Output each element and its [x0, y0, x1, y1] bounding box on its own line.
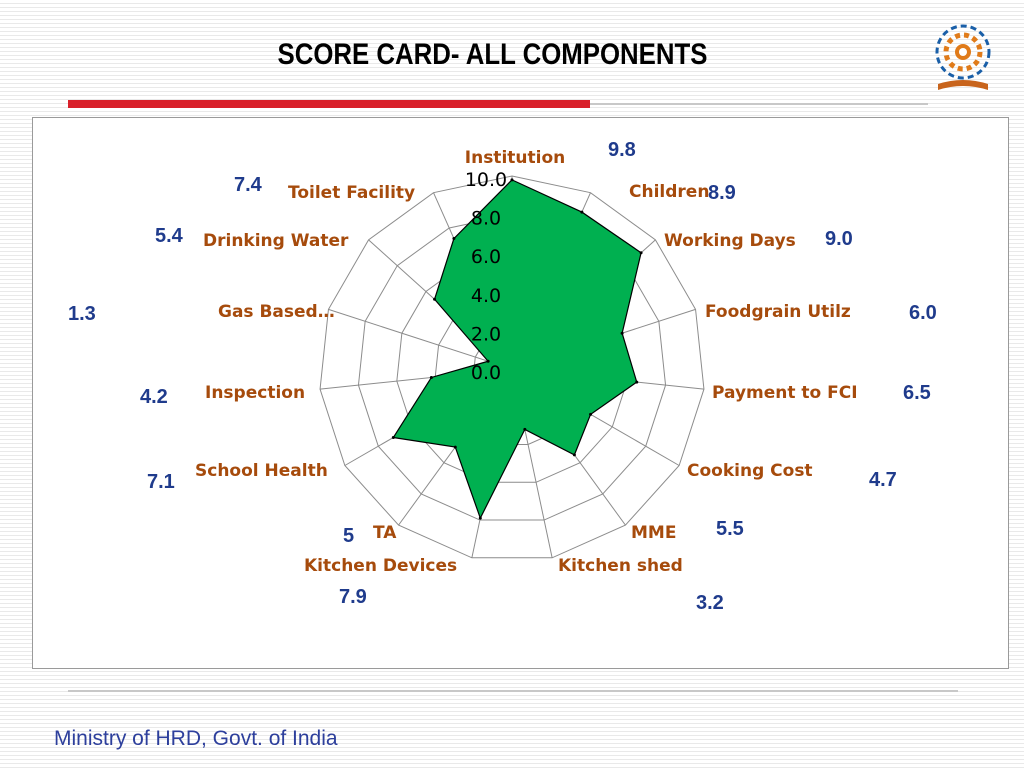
tick-label: 10.0 [465, 169, 507, 191]
category-label: Kitchen Devices [304, 556, 457, 576]
data-point [478, 516, 482, 520]
data-point [580, 210, 584, 214]
grid-spoke [328, 308, 513, 370]
data-label: 6.5 [903, 382, 931, 404]
logo-caption [928, 86, 998, 92]
data-point [433, 297, 437, 301]
data-point [510, 178, 514, 182]
data-label: 9.8 [608, 139, 636, 161]
data-label: 7.1 [147, 471, 175, 493]
category-label: Children [629, 182, 709, 202]
data-label: 4.7 [869, 469, 897, 491]
data-label: 4.2 [140, 386, 168, 408]
tick-label: 8.0 [471, 208, 501, 230]
data-point [572, 453, 576, 457]
category-label: MME [631, 523, 676, 543]
data-point [486, 359, 490, 363]
category-label: TA [373, 523, 397, 543]
category-label: Gas Based… [218, 302, 335, 322]
tick-label: 0.0 [471, 362, 501, 384]
data-label: 5.4 [155, 225, 184, 247]
data-label: 5.5 [716, 518, 744, 540]
data-point [635, 380, 639, 384]
grid-ring [357, 214, 667, 521]
data-point [452, 237, 456, 241]
category-label: Foodgrain Utilz [705, 302, 851, 322]
category-label: Working Days [664, 231, 796, 251]
category-label: Kitchen shed [558, 556, 683, 576]
category-label: Payment to FCI [712, 383, 858, 403]
tick-label: 2.0 [471, 323, 501, 345]
page-title: SCORE CARD- ALL COMPONENTS [277, 38, 708, 71]
category-label: Institution [465, 148, 565, 168]
data-point [589, 412, 593, 416]
data-label: 8.9 [708, 182, 736, 204]
category-label: School Health [195, 461, 328, 481]
mid-day-meal-logo-icon [935, 24, 991, 90]
data-area [392, 179, 642, 520]
data-point [639, 251, 643, 255]
data-point [453, 445, 457, 449]
category-label: Inspection [205, 383, 305, 403]
data-point [391, 436, 395, 440]
category-label: Cooking Cost [687, 461, 813, 481]
data-label: 1.3 [68, 303, 96, 325]
data-label: 6.0 [909, 302, 937, 324]
data-label: 7.9 [339, 586, 367, 608]
data-label: 5 [343, 525, 354, 547]
data-point [429, 375, 433, 379]
data-point [620, 331, 624, 335]
grid-ring [319, 175, 705, 559]
footer-divider [68, 690, 958, 692]
data-label: 3.2 [696, 592, 724, 614]
tick-label: 4.0 [471, 285, 501, 307]
title-accent-bar [68, 100, 590, 108]
data-point [523, 427, 527, 431]
footer-text: Ministry of HRD, Govt. of India [54, 727, 338, 750]
data-label: 7.4 [234, 174, 263, 196]
tick-label: 6.0 [471, 246, 501, 268]
data-label: 9.0 [825, 228, 853, 250]
category-label: Toilet Facility [288, 183, 415, 203]
category-label: Drinking Water [203, 231, 349, 251]
